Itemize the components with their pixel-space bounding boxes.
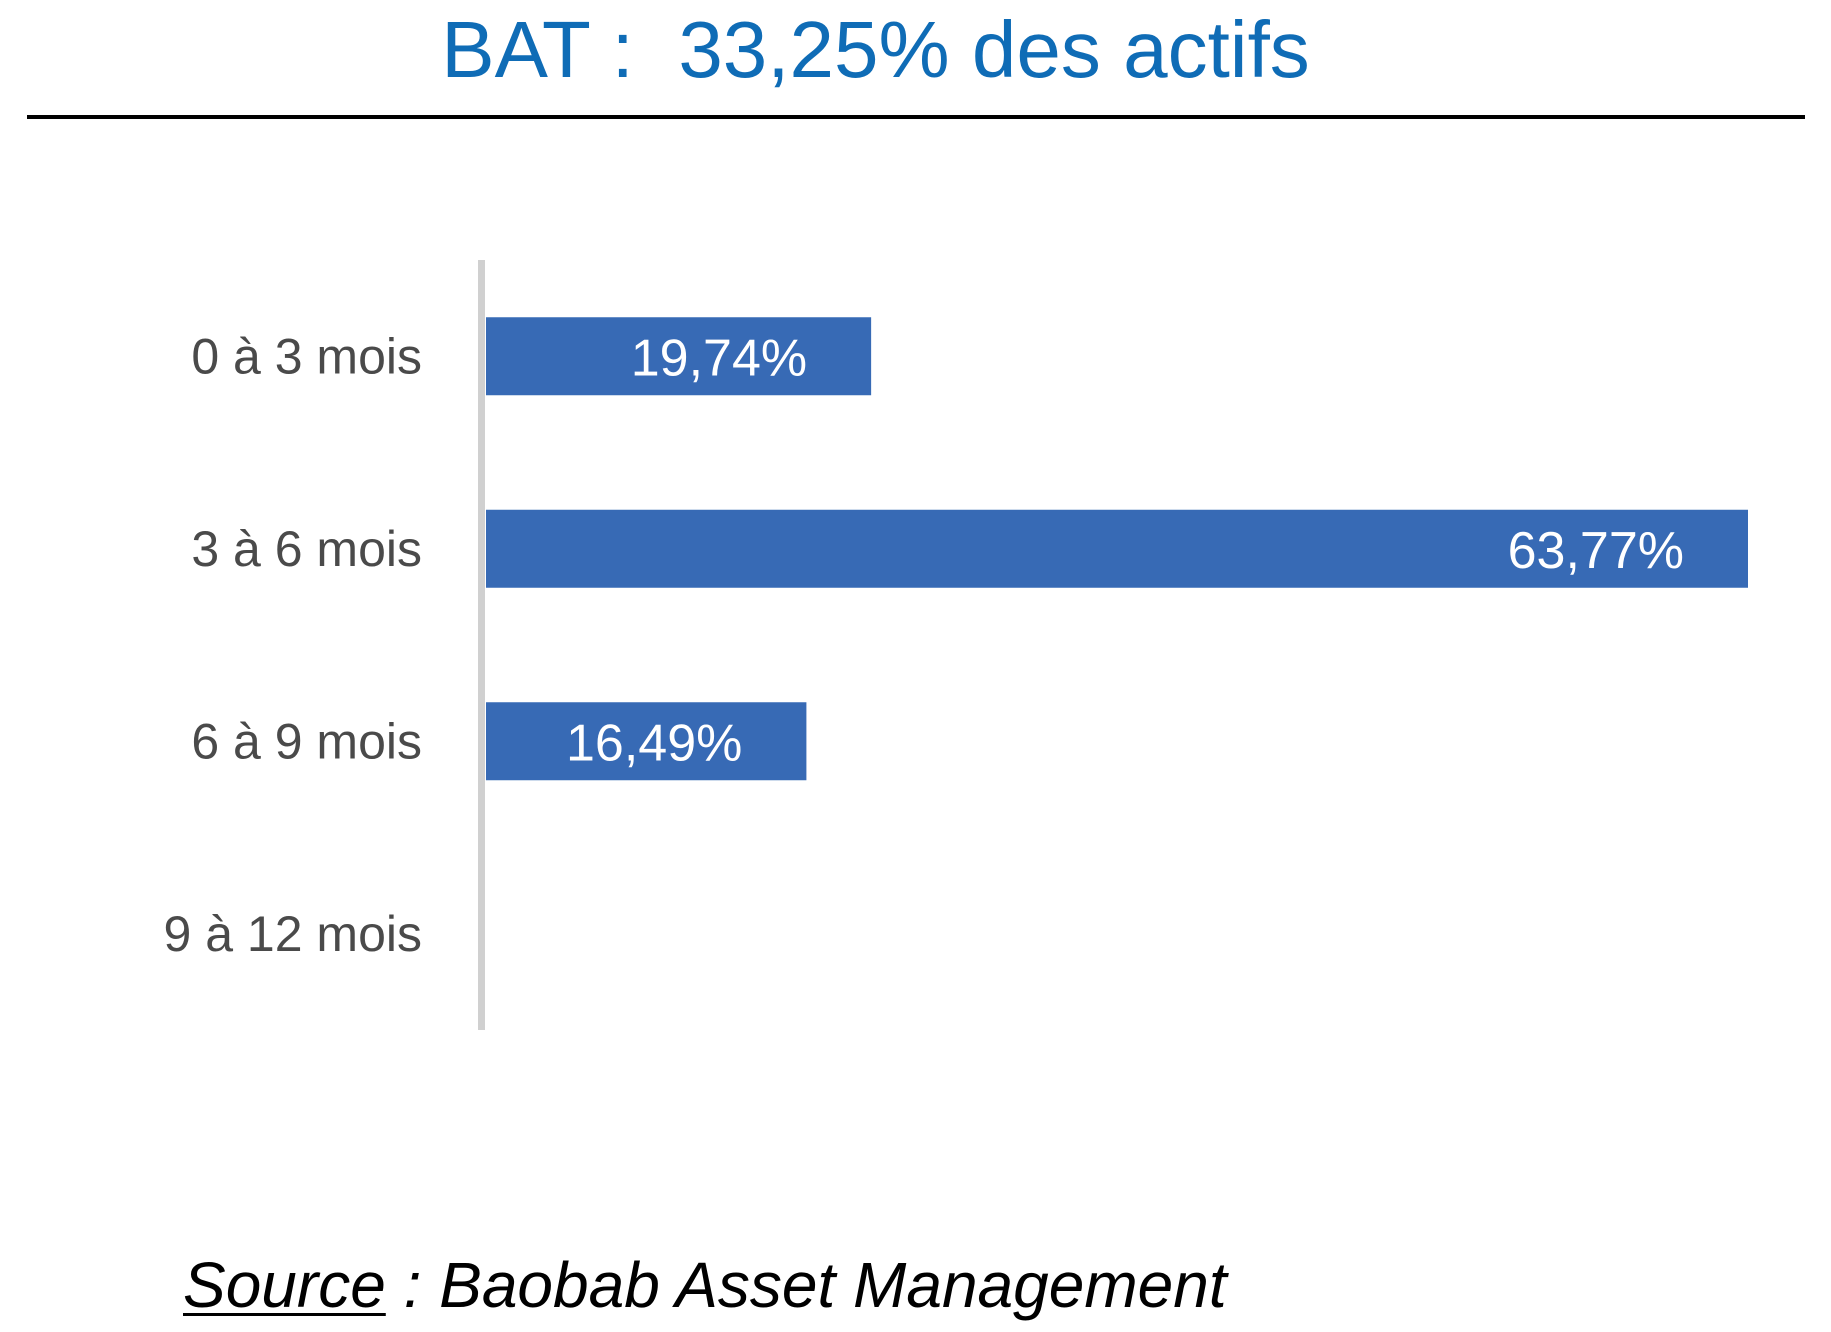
chart-title: BAT : 33,25% des actifs bbox=[441, 5, 1310, 94]
bar-value-label: 63,77% bbox=[1508, 522, 1684, 580]
bar bbox=[486, 317, 872, 396]
category-axis-line bbox=[478, 260, 485, 1030]
bar bbox=[486, 509, 1748, 588]
title-divider bbox=[27, 115, 1805, 119]
bar-value-label: 19,74% bbox=[631, 329, 807, 387]
category-label: 9 à 12 mois bbox=[164, 906, 422, 962]
category-label: 6 à 9 mois bbox=[191, 713, 422, 769]
bar-value-label: 16,49% bbox=[566, 714, 742, 772]
category-label: 3 à 6 mois bbox=[191, 521, 422, 577]
source-text: : Baobab Asset Management bbox=[385, 1249, 1227, 1321]
source-note: Source : Baobab Asset Management bbox=[183, 1245, 1227, 1325]
category-label: 0 à 3 mois bbox=[191, 328, 422, 384]
source-label: Source bbox=[183, 1249, 386, 1321]
bar bbox=[486, 702, 807, 781]
